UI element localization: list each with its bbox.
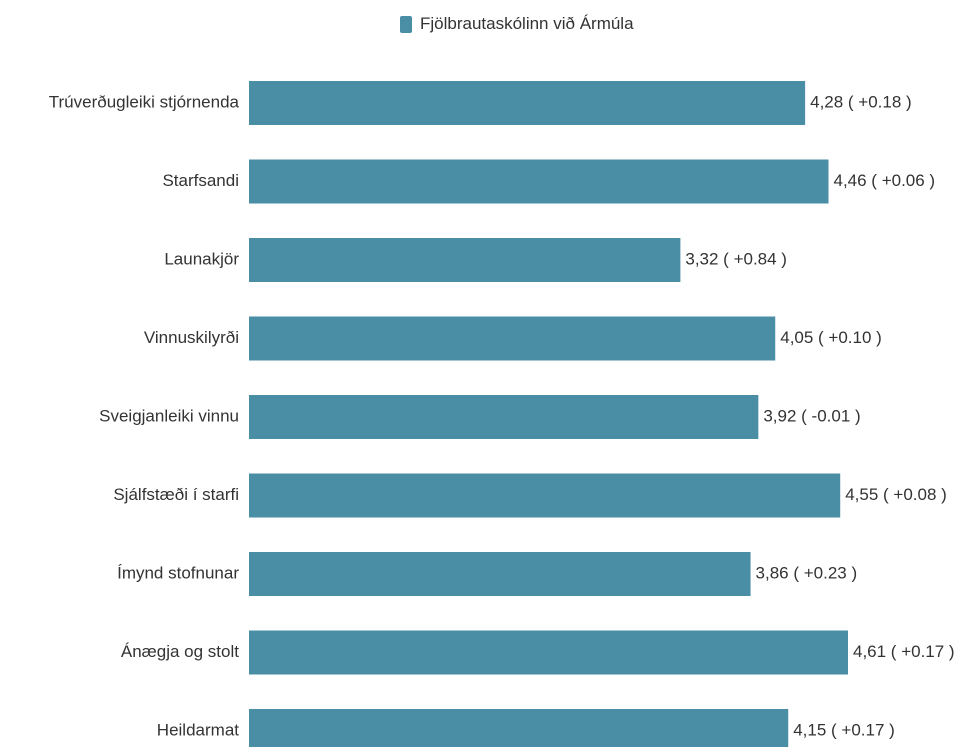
category-label-5: Sjálfstæði í starfi — [113, 485, 239, 504]
bar-0 — [249, 81, 806, 125]
data-label-7: 4,61 ( +0.17 ) — [853, 642, 955, 661]
legend-label: Fjölbrautaskólinn við Ármúla — [420, 14, 634, 33]
category-label-6: Ímynd stofnunar — [117, 563, 239, 582]
data-label-6: 3,86 ( +0.23 ) — [756, 563, 858, 582]
data-label-0: 4,28 ( +0.18 ) — [810, 92, 912, 111]
bar-2 — [249, 238, 681, 282]
bar-6 — [249, 552, 751, 596]
data-label-8: 4,15 ( +0.17 ) — [793, 720, 895, 739]
category-label-2: Launakjör — [164, 249, 239, 268]
category-label-0: Trúverðugleiki stjórnenda — [49, 92, 240, 111]
data-label-2: 3,32 ( +0.84 ) — [685, 249, 787, 268]
category-label-4: Sveigjanleiki vinnu — [99, 406, 239, 425]
bar-3 — [249, 316, 776, 361]
category-label-1: Starfsandi — [162, 171, 239, 190]
bar-8 — [249, 709, 789, 747]
legend-swatch — [400, 15, 412, 33]
data-label-5: 4,55 ( +0.08 ) — [845, 485, 947, 504]
category-label-3: Vinnuskilyrði — [144, 328, 239, 347]
data-label-3: 4,05 ( +0.10 ) — [780, 328, 882, 347]
bar-4 — [249, 395, 759, 439]
bar-7 — [249, 630, 848, 675]
data-label-1: 4,46 ( +0.06 ) — [834, 171, 936, 190]
bar-1 — [249, 159, 829, 204]
legend: Fjölbrautaskólinn við Ármúla — [400, 12, 634, 36]
data-label-4: 3,92 ( -0.01 ) — [763, 406, 860, 425]
category-label-8: Heildarmat — [157, 720, 239, 739]
bar-5 — [249, 473, 841, 518]
category-label-7: Ánægja og stolt — [121, 642, 239, 661]
